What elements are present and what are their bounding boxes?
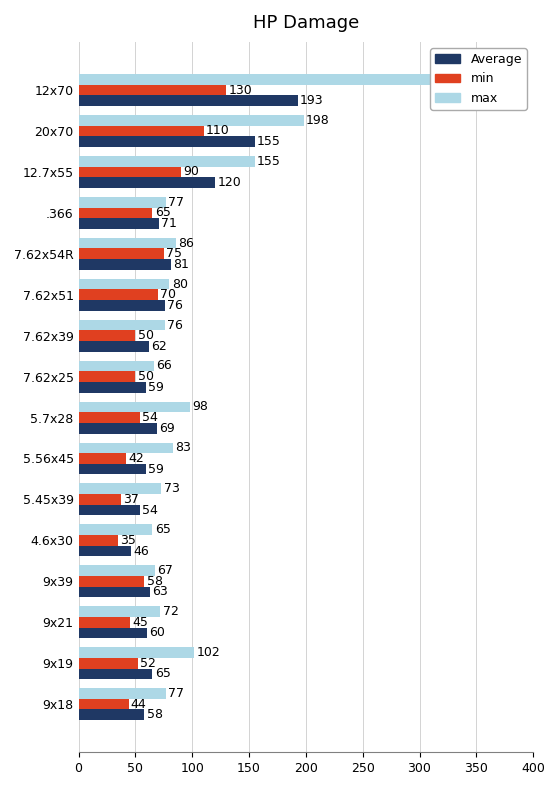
Bar (78, 84, 226, 95)
Bar (78, 341, 149, 352)
Bar (78, 505, 140, 515)
Bar (78, 546, 131, 556)
Text: 54: 54 (142, 411, 158, 424)
Bar (78, 320, 165, 331)
Bar (78, 331, 135, 341)
Bar (78, 617, 130, 627)
Bar (78, 587, 150, 597)
Text: 198: 198 (306, 114, 330, 127)
Text: 193: 193 (300, 94, 324, 107)
Text: 58: 58 (146, 575, 163, 588)
Bar (78, 647, 195, 658)
Text: 46: 46 (133, 544, 149, 558)
Text: 69: 69 (159, 421, 175, 435)
Bar (78, 627, 146, 638)
Bar (78, 709, 144, 720)
Text: 35: 35 (121, 534, 136, 547)
Bar (78, 74, 479, 84)
Text: 45: 45 (132, 615, 148, 629)
Text: 76: 76 (167, 319, 183, 331)
Text: 72: 72 (163, 605, 178, 618)
Bar (78, 249, 164, 259)
Text: 62: 62 (151, 340, 167, 353)
Bar (78, 219, 159, 229)
Text: 59: 59 (148, 462, 164, 476)
Bar (78, 156, 255, 166)
Text: 54: 54 (142, 503, 158, 517)
Text: 110: 110 (206, 125, 230, 137)
Bar (78, 95, 298, 106)
Bar (78, 525, 153, 535)
Bar (78, 166, 181, 178)
Text: 65: 65 (155, 523, 170, 537)
Text: 86: 86 (178, 237, 195, 249)
Bar (78, 259, 170, 270)
Bar (78, 382, 145, 393)
Bar (78, 494, 121, 505)
Bar (78, 412, 140, 423)
Bar (78, 125, 203, 136)
Text: 66: 66 (156, 360, 172, 372)
Text: 73: 73 (164, 482, 179, 495)
Text: 52: 52 (140, 656, 156, 670)
Text: 50: 50 (138, 370, 154, 383)
Bar (78, 566, 155, 576)
Text: 352: 352 (481, 73, 505, 86)
Bar (78, 361, 154, 372)
Text: 77: 77 (168, 687, 184, 700)
Bar (78, 464, 145, 474)
Text: 120: 120 (217, 176, 241, 189)
Bar (78, 300, 165, 311)
Text: 37: 37 (123, 493, 139, 506)
Bar (78, 115, 304, 125)
Bar (78, 208, 153, 219)
Text: 59: 59 (148, 381, 164, 394)
Bar (78, 668, 153, 679)
Text: 83: 83 (175, 441, 191, 454)
Bar (78, 658, 138, 668)
Text: 65: 65 (155, 667, 170, 680)
Bar (78, 453, 126, 464)
Text: 50: 50 (138, 329, 154, 342)
Bar (78, 136, 255, 147)
Bar (78, 279, 169, 290)
Text: 71: 71 (162, 217, 177, 230)
Text: 75: 75 (166, 247, 182, 260)
Bar (78, 423, 157, 433)
Text: 155: 155 (257, 135, 281, 148)
Legend: Average, min, max: Average, min, max (430, 48, 527, 110)
Text: 58: 58 (146, 709, 163, 721)
Text: 44: 44 (131, 697, 146, 711)
Bar (78, 688, 166, 699)
Text: 67: 67 (157, 564, 173, 578)
Text: 130: 130 (229, 84, 252, 96)
Bar (78, 443, 173, 453)
Bar (78, 237, 176, 249)
Bar (78, 606, 160, 617)
Bar (78, 178, 215, 188)
Text: 63: 63 (153, 585, 168, 598)
Bar (78, 699, 129, 709)
Bar (78, 290, 158, 300)
Text: 42: 42 (129, 452, 144, 465)
Text: 155: 155 (257, 155, 281, 168)
Text: 98: 98 (192, 400, 208, 413)
Bar (78, 535, 119, 546)
Bar (78, 197, 166, 208)
Text: 60: 60 (149, 626, 165, 639)
Title: HP Damage: HP Damage (253, 14, 359, 32)
Text: 70: 70 (160, 288, 176, 301)
Text: 76: 76 (167, 299, 183, 312)
Text: 77: 77 (168, 196, 184, 209)
Text: 102: 102 (197, 646, 220, 659)
Bar (78, 576, 144, 587)
Bar (78, 402, 190, 412)
Text: 80: 80 (172, 278, 188, 290)
Text: 81: 81 (173, 258, 189, 271)
Text: 90: 90 (183, 166, 199, 178)
Text: 65: 65 (155, 207, 170, 219)
Bar (78, 484, 162, 494)
Bar (78, 372, 135, 382)
